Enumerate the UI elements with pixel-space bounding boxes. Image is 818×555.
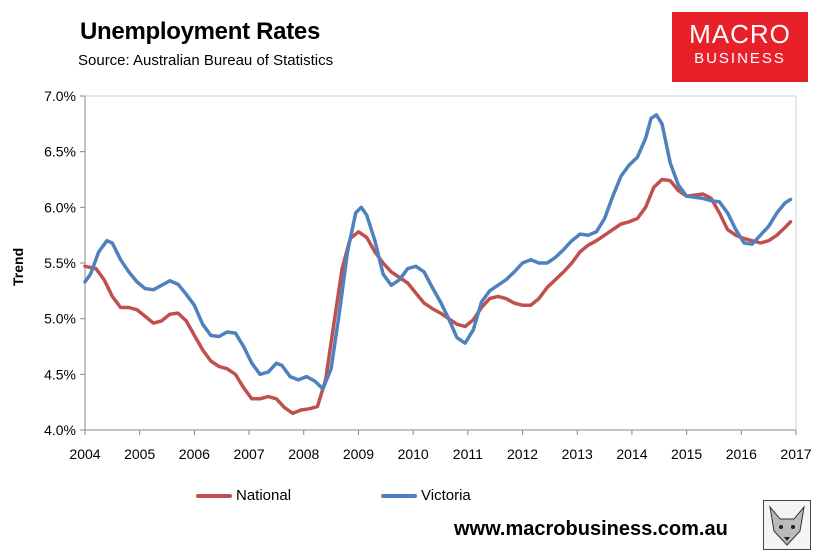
x-tick-label: 2012 [507, 446, 538, 462]
y-tick-label: 5.5% [44, 255, 76, 271]
y-tick-label: 4.5% [44, 366, 76, 382]
x-tick-label: 2015 [671, 446, 702, 462]
x-tick-label: 2009 [343, 446, 374, 462]
chart-subtitle: Source: Australian Bureau of Statistics [78, 52, 334, 69]
legend-national: National [196, 487, 291, 504]
fox-mascot-icon [763, 500, 811, 550]
legend-victoria-swatch [381, 493, 417, 498]
chart-title: Unemployment Rates [80, 18, 320, 45]
legend-national-swatch [196, 493, 232, 498]
macrobusiness-logo: MACRO BUSINESS [672, 12, 808, 82]
logo-text-bottom: BUSINESS [694, 50, 786, 67]
legend-national-label: National [236, 487, 292, 504]
logo-text-top: MACRO [689, 19, 791, 49]
x-tick-label: 2005 [124, 446, 155, 462]
y-tick-label: 6.0% [44, 199, 76, 215]
x-tick-label: 2007 [233, 446, 264, 462]
x-tick-label: 2008 [288, 446, 319, 462]
x-tick-label: 2014 [616, 446, 647, 462]
website-url: www.macrobusiness.com.au [454, 518, 728, 540]
y-tick-label: 4.0% [44, 422, 76, 438]
y-tick-label: 5.0% [44, 311, 76, 327]
legend-victoria: Victoria [381, 487, 471, 504]
series-line-national [83, 177, 793, 416]
x-tick-label: 2011 [453, 446, 483, 462]
series-line-victoria [83, 113, 793, 391]
x-tick-label: 2006 [179, 446, 210, 462]
x-tick-label: 2010 [398, 446, 429, 462]
y-tick-label: 7.0% [44, 88, 76, 104]
x-tick-label: 2004 [69, 446, 100, 462]
x-tick-label: 2013 [562, 446, 593, 462]
x-tick-label: 2017 [780, 446, 811, 462]
y-tick-label: 6.5% [44, 144, 76, 160]
legend-victoria-label: Victoria [421, 487, 471, 504]
x-tick-label: 2016 [726, 446, 757, 462]
